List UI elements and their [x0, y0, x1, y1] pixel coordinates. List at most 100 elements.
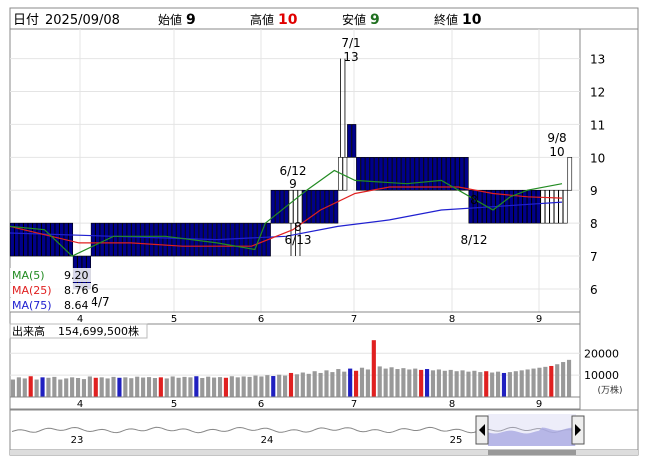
volume-x-tick: 9	[536, 399, 542, 410]
volume-bar	[371, 340, 376, 397]
volume-bar	[247, 376, 252, 397]
volume-bar	[141, 377, 146, 397]
volume-bar	[170, 376, 175, 397]
volume-bar	[448, 369, 453, 397]
navigator-selection[interactable]	[488, 414, 576, 446]
volume-bar	[58, 379, 63, 397]
ma-legend: MA(5) 9.20 MA(25) 8.76 MA(75) 8.64	[10, 268, 92, 312]
price-x-tick: 8	[449, 314, 455, 325]
ma-legend-bg	[10, 298, 92, 312]
volume-bar	[265, 375, 270, 397]
low-value: 9	[370, 12, 380, 28]
volume-bar	[555, 364, 560, 397]
high-label: 高値	[250, 12, 274, 27]
candle-body	[544, 189, 550, 224]
price-y-tick: 8	[590, 217, 598, 231]
volume-bar	[223, 377, 228, 397]
volume-bar	[354, 370, 359, 397]
volume-bar	[466, 371, 471, 397]
candle-body	[531, 189, 537, 224]
volume-bar	[64, 378, 69, 397]
candle-body	[360, 157, 366, 191]
volume-bar	[93, 377, 98, 397]
volume-bar	[164, 378, 169, 397]
annotation-date: 6/12	[280, 164, 307, 178]
volume-title-box	[9, 323, 148, 339]
volume-bar	[40, 377, 45, 397]
volume-bar	[454, 371, 459, 397]
candle-body	[378, 157, 384, 191]
candle-body	[540, 189, 546, 224]
date-value: 2025/09/08	[45, 13, 120, 28]
candle-body	[558, 189, 564, 224]
volume-bar	[182, 376, 187, 397]
volume-bar	[543, 366, 548, 397]
candle-body	[279, 189, 285, 224]
volume-bar	[176, 377, 181, 397]
candle-body	[567, 157, 573, 191]
ma-legend-label: MA(75)	[12, 299, 52, 312]
volume-bar	[413, 368, 418, 397]
candle-body	[180, 222, 186, 257]
ohlc-header: 日付 2025/09/08 始値 9 高値 10 安値 9 終値 10	[9, 7, 639, 30]
candle-body	[419, 157, 424, 191]
price-y-tick: 12	[590, 86, 605, 100]
volume-x-tick: 7	[351, 399, 357, 410]
volume-bar	[531, 368, 536, 397]
volume-bar	[519, 370, 524, 397]
chevron-right-icon	[575, 424, 581, 436]
candle-body	[450, 157, 456, 191]
volume-bar	[460, 370, 465, 397]
volume-bar	[419, 369, 424, 397]
annotation-value: 8/12	[461, 233, 488, 247]
candle-body	[562, 189, 568, 224]
price-y-tick: 10	[590, 151, 605, 165]
navigator-scrollbar-thumb[interactable]	[488, 450, 576, 455]
range-navigator[interactable]: 23 24 25	[9, 409, 639, 455]
candle-body	[459, 157, 465, 191]
candle-body	[351, 124, 357, 158]
candle-body	[162, 222, 168, 257]
volume-bar	[359, 367, 365, 397]
volume-bar	[117, 377, 122, 397]
volume-bar	[342, 371, 347, 397]
volume-bar	[300, 372, 305, 397]
volume-bar	[146, 377, 152, 397]
candle-body	[477, 189, 483, 224]
volume-bar	[472, 370, 477, 397]
volume-bar	[271, 376, 276, 397]
navigator-range-fill	[488, 427, 575, 446]
volume-bar	[81, 379, 87, 397]
candle-body	[414, 157, 420, 191]
candle-body	[526, 189, 532, 224]
navigator-right-handle[interactable]	[571, 415, 585, 445]
ma-legend-bg	[10, 283, 92, 297]
navigator-scrollbar-track[interactable]	[10, 450, 638, 455]
volume-bar	[123, 377, 128, 397]
volume-bar	[501, 372, 507, 397]
volume-bar	[158, 377, 163, 397]
candle-body	[387, 157, 393, 191]
candle-body	[410, 157, 415, 191]
navigator-left-handle[interactable]	[475, 415, 489, 445]
candle-body	[167, 222, 172, 257]
volume-bar	[566, 359, 572, 397]
price-x-tick: 7	[351, 314, 357, 325]
price-y-axis: 6 7 8 9 10 11 12 13	[590, 53, 605, 297]
volume-bar	[525, 369, 530, 397]
volume-bar	[348, 368, 353, 397]
volume-bar	[28, 376, 33, 397]
candle-body	[333, 189, 339, 224]
navigator-x-tick: 23	[71, 435, 84, 446]
candle-body	[230, 222, 235, 257]
candle-body	[315, 189, 321, 224]
volume-bar	[105, 378, 110, 397]
annotation-date: 9/8	[547, 131, 566, 145]
candle-body	[144, 222, 150, 257]
volume-bar	[212, 377, 217, 397]
annotation-date: 7/1	[341, 36, 360, 50]
volume-bar	[241, 376, 246, 397]
candle-body	[90, 222, 96, 257]
